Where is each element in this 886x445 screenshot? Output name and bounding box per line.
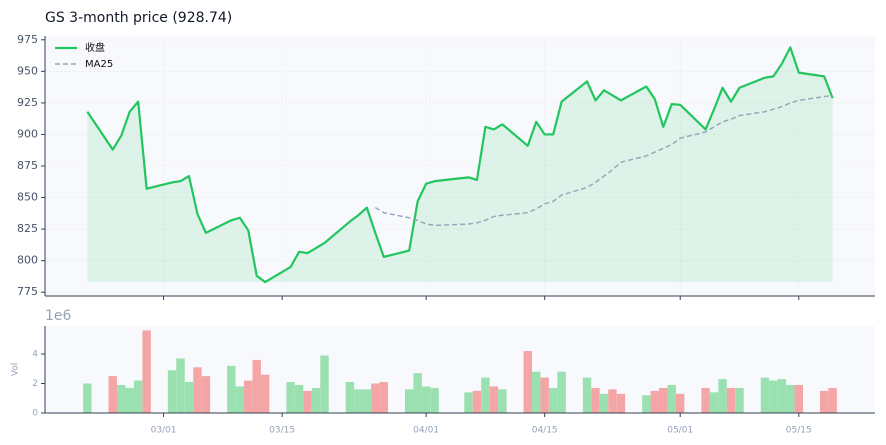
y-tick-label: 875 [17, 159, 38, 172]
legend-label: 收盘 [85, 41, 105, 54]
volume-bar [481, 377, 490, 413]
volume-bar [523, 351, 532, 413]
volume-bar [371, 383, 380, 413]
chart-title: GS 3-month price (928.74) [45, 10, 232, 26]
volume-bar [362, 389, 372, 413]
x-tick-label: 05/15 [786, 426, 812, 436]
volume-bar [608, 389, 617, 413]
volume-bar [794, 384, 803, 413]
volume-bar [760, 377, 770, 413]
volume-bar [777, 379, 787, 413]
volume-bar [650, 390, 659, 413]
volume-bar [701, 387, 710, 413]
y-tick-label: 975 [17, 33, 38, 46]
volume-bar [667, 384, 676, 413]
volume-bar [676, 393, 685, 413]
price-plot-bg [45, 36, 875, 296]
volume-bar [404, 389, 414, 413]
volume-bar [320, 355, 329, 413]
x-tick-label: 04/01 [413, 426, 439, 436]
volume-bar [108, 376, 117, 413]
volume-bar [261, 374, 270, 413]
volume-bar [176, 358, 185, 413]
volume-bar [252, 359, 261, 413]
volume-bar [294, 384, 304, 413]
volume-bar [430, 387, 439, 413]
volume-bar [472, 390, 482, 413]
price-line [86, 46, 834, 284]
volume-bar [413, 373, 422, 413]
offset-label: 1e6 [45, 308, 72, 324]
x-tick-label: 03/15 [269, 426, 295, 436]
volume-bar [718, 379, 727, 413]
volume-bar [303, 390, 312, 413]
legend-label: MA25 [85, 59, 113, 70]
volume-bar [591, 387, 600, 413]
y-tick-label: 775 [17, 285, 38, 298]
volume-bar [244, 380, 253, 413]
volume-bar [540, 377, 549, 413]
volume-bar [828, 387, 837, 413]
x-tick-label: 04/15 [532, 426, 558, 436]
volume-bar [201, 376, 211, 413]
y-tick-label: 850 [17, 191, 38, 204]
volume-bar [184, 382, 194, 413]
y-tick-label: 2 [32, 379, 38, 389]
y-axis-label: Vol [11, 363, 21, 376]
y-tick-label: 4 [32, 350, 38, 360]
volume-bar [235, 386, 244, 413]
y-tick-label: 925 [17, 96, 38, 109]
area [87, 47, 833, 283]
y-tick-label: 900 [17, 127, 38, 140]
volume-bar [125, 387, 134, 413]
volume-bar [786, 384, 795, 413]
volume-bar [489, 386, 499, 413]
volume-bar [83, 383, 92, 413]
volume-bar [735, 387, 744, 413]
volume-bar [642, 395, 651, 413]
x-tick-label: 05/01 [667, 426, 693, 436]
volume-bar [464, 392, 473, 413]
volume-bar [498, 389, 507, 413]
volume-bar [616, 393, 626, 413]
volume-bar [548, 387, 558, 413]
y-tick-label: 950 [17, 64, 38, 77]
volume-bar [142, 330, 151, 413]
volume-bar [227, 365, 236, 413]
volume-bar [421, 386, 431, 413]
volume-bar [311, 387, 321, 413]
volume-bar [379, 382, 388, 413]
x-tick-label: 03/01 [151, 426, 177, 436]
volume-bar [133, 380, 143, 413]
volume-bar [582, 377, 592, 413]
volume-bar [193, 367, 202, 413]
volume-bar [819, 390, 829, 413]
volume-bar [117, 384, 126, 413]
ma-line [374, 94, 833, 227]
volume-bar [726, 387, 736, 413]
volume-bar [167, 370, 177, 413]
y-tick-label: 800 [17, 254, 38, 267]
volume-bar [659, 387, 668, 413]
volume-bar [599, 393, 609, 413]
y-tick-label: 825 [17, 222, 38, 235]
volume-bar [286, 382, 295, 413]
volume-bar [769, 380, 778, 413]
volume-bar [557, 371, 566, 413]
volume-bar [354, 389, 363, 413]
volume-bar [532, 371, 541, 413]
y-tick-label: 0 [32, 409, 38, 419]
volume-bar [709, 392, 719, 413]
volume-bar [345, 382, 355, 413]
